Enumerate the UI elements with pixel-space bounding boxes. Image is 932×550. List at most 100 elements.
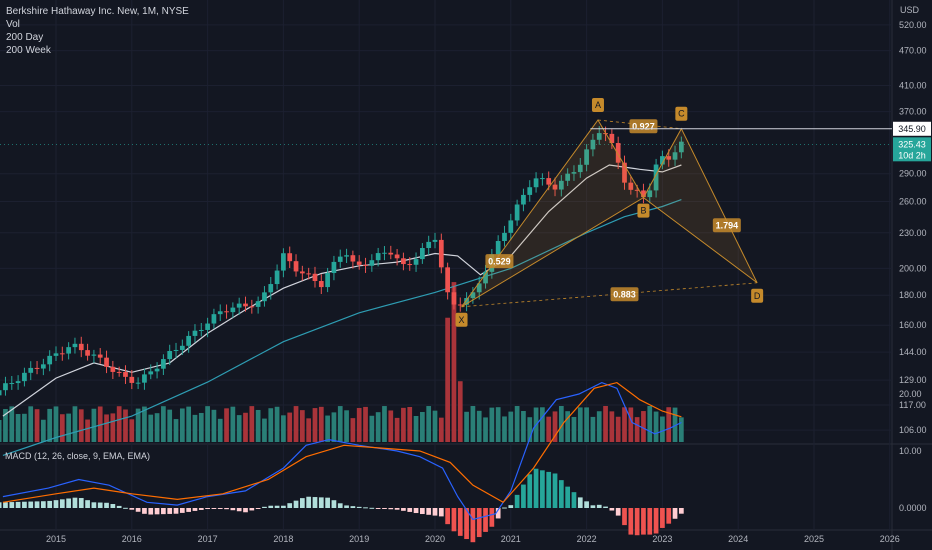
candle-body <box>0 390 2 396</box>
macd-line <box>2 381 682 521</box>
volume-bar <box>287 412 293 442</box>
volume-bar <box>451 282 457 442</box>
candle-body <box>249 306 255 308</box>
candle-body <box>91 354 97 356</box>
volume-bar <box>394 417 400 442</box>
macd-histogram-bar <box>483 508 488 532</box>
volume-bar <box>634 417 640 442</box>
macd-histogram-bar <box>306 496 312 508</box>
macd-histogram-bar <box>388 508 394 510</box>
macd-tick-label: 0.0000 <box>899 503 927 513</box>
volume-bar <box>407 407 413 442</box>
volume-bar <box>281 415 286 442</box>
macd-histogram-bar <box>445 508 450 525</box>
candle-body <box>558 180 564 190</box>
macd-histogram-bar <box>521 484 526 508</box>
volume-bar <box>173 419 179 442</box>
macd-histogram-bar <box>224 508 229 510</box>
candle-body <box>47 355 53 365</box>
macd-histogram-bar <box>609 508 615 511</box>
legend-volume[interactable]: Vol <box>6 19 20 30</box>
pattern-point-label: D <box>754 291 761 301</box>
candle-body <box>287 253 293 262</box>
candle-body <box>540 178 545 180</box>
macd-histogram-bar <box>356 506 362 508</box>
candle-body <box>634 189 640 191</box>
volume-bar <box>641 411 646 442</box>
symbol-title[interactable]: Berkshire Hathaway Inc. New, 1M, NYSE <box>6 6 189 17</box>
candle-body <box>262 292 267 302</box>
macd-histogram-bar <box>47 500 53 508</box>
volume-bar <box>198 412 204 442</box>
macd-histogram-bar <box>91 502 97 508</box>
candle-body <box>59 353 65 355</box>
candle-body <box>388 252 394 255</box>
volume-bar <box>521 411 526 442</box>
pattern-point-badge <box>751 288 764 303</box>
pattern-ac-line <box>597 119 682 130</box>
candle-body <box>565 173 571 181</box>
price-axis[interactable]: 106.00 117.00 129.00 144.00 160.00 180.00 200.… <box>893 20 931 435</box>
candle-body <box>217 311 223 315</box>
volume-bar <box>211 409 217 442</box>
volume-bar <box>369 415 375 442</box>
volume-bar <box>179 408 185 442</box>
candle-body <box>312 273 318 282</box>
candle-body <box>432 239 438 242</box>
legend-ma-200-day[interactable]: 200 Day <box>6 32 44 43</box>
pattern-point-label: B <box>640 206 646 216</box>
candle-body <box>110 366 116 372</box>
candle-body <box>293 261 299 272</box>
volume-bar <box>672 407 678 442</box>
last-price-tag <box>893 137 931 162</box>
harmonic-pattern[interactable]: X A B C D 0.529 0.927 1.794 0.883 <box>455 98 892 327</box>
macd-histogram-bar <box>22 501 27 508</box>
candle-body <box>179 345 185 350</box>
macd-legend[interactable]: MACD (12, 26, close, 9, EMA, EMA) <box>5 451 151 461</box>
pattern-ratio-badge <box>610 287 639 302</box>
volume-bar <box>262 418 267 442</box>
volume-bar <box>142 406 147 442</box>
candle-body <box>9 383 15 385</box>
volume-bar <box>230 406 236 442</box>
volume-bar <box>135 408 141 442</box>
macd-histogram-bar <box>565 486 571 508</box>
candle-body <box>413 259 419 265</box>
y-tick-label: 410.00 <box>899 80 927 90</box>
volume-bar <box>495 407 501 442</box>
volume-bar <box>571 416 577 442</box>
legend-ma-200-week[interactable]: 200 Week <box>6 45 51 56</box>
time-axis[interactable]: 2015 2016 2017 2018 2019 2020 2021 2022 2023 2024… <box>46 534 900 544</box>
volume-bar <box>148 414 154 442</box>
volume-bar <box>154 413 160 442</box>
macd-histogram-bar <box>590 505 596 508</box>
x-tick-label: 2025 <box>804 534 824 544</box>
candle-body <box>129 376 135 383</box>
macd-histogram-bar <box>192 508 198 511</box>
candle-body <box>34 367 40 369</box>
volume-bar <box>457 381 463 442</box>
macd-histogram-bar <box>382 508 387 509</box>
candle-body <box>552 184 558 190</box>
volume-bar <box>331 412 337 442</box>
macd-histogram-bar <box>281 505 286 508</box>
volume-bar <box>552 411 558 442</box>
volume-bar <box>72 406 78 442</box>
macd-histogram-bar <box>243 508 248 513</box>
y-tick-label: 200.00 <box>899 263 927 273</box>
macd-histogram-bar <box>546 471 552 508</box>
macd-histogram-bar <box>142 508 147 514</box>
macd-histogram-bar <box>325 497 330 508</box>
pattern-point-badge <box>675 106 688 121</box>
volume-bar <box>224 408 229 442</box>
volume-bar <box>255 409 261 442</box>
candle-body <box>66 347 71 354</box>
macd-histogram-bar <box>135 508 141 512</box>
macd-histogram-bar <box>394 508 400 510</box>
volume-bar <box>653 411 659 442</box>
signal-line <box>2 381 682 504</box>
candle-body <box>615 143 621 163</box>
candle-body <box>584 149 589 165</box>
volume-bar <box>432 410 438 442</box>
